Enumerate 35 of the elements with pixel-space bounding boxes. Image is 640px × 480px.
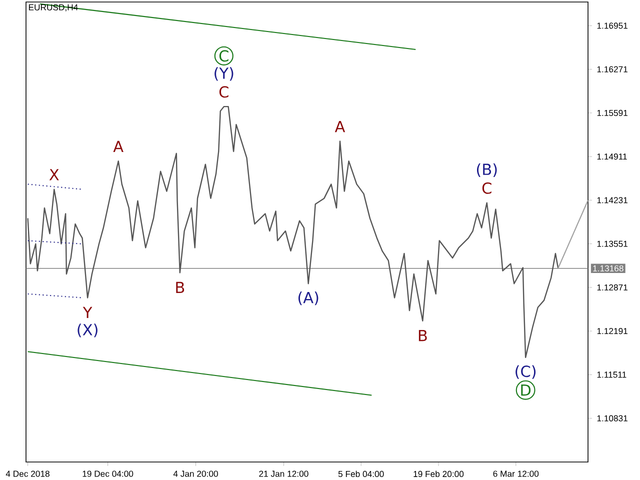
x-tick-label: 19 Dec 04:00 xyxy=(82,470,134,477)
x-tick-label: 4 Dec 2018 xyxy=(6,470,50,477)
y-tick-label: 1.11511 xyxy=(597,372,626,378)
annotation: Y xyxy=(82,306,92,318)
chart-title: EURUSD,H4 xyxy=(28,4,78,12)
annotation: (X) xyxy=(78,324,98,338)
y-tick-label: 1.12191 xyxy=(597,328,628,334)
y-tick-label: 1.13551 xyxy=(597,240,628,247)
annotation: B xyxy=(418,330,427,342)
annotation: C xyxy=(219,50,228,62)
annotation: (B) xyxy=(476,163,497,177)
y-tick-label: 1.12871 xyxy=(597,284,628,290)
annotation: (C) xyxy=(516,365,536,379)
annotation: D xyxy=(521,384,531,396)
ref-line-label: 1.13168 xyxy=(593,265,624,272)
annotation: B xyxy=(176,282,184,293)
y-tick-label: 1.16271 xyxy=(597,66,628,72)
y-tick-label: 1.14911 xyxy=(597,154,627,160)
x-tick-label: 4 Jan 20:00 xyxy=(173,470,218,477)
y-tick-label: 1.14231 xyxy=(597,197,628,204)
annotation: C xyxy=(482,182,492,194)
y-tick-label: 1.15591 xyxy=(597,110,628,116)
annotation: A xyxy=(113,140,124,152)
annotation: A xyxy=(334,120,346,132)
line-series xyxy=(27,106,559,358)
y-tick-label: 1.10831 xyxy=(597,415,628,422)
x-tick-label: 21 Jan 12:00 xyxy=(259,470,308,477)
annotation: X xyxy=(49,169,59,180)
annotation: (Y) xyxy=(214,67,234,81)
annotation: C xyxy=(219,86,228,98)
x-tick-label: 6 Mar 12:00 xyxy=(493,470,539,477)
y-tick-label: 1.16951 xyxy=(597,22,628,29)
x-tick-label: 5 Feb 04:00 xyxy=(338,470,384,478)
x-tick-label: 19 Feb 20:00 xyxy=(414,470,464,478)
annotation: (A) xyxy=(298,292,318,306)
